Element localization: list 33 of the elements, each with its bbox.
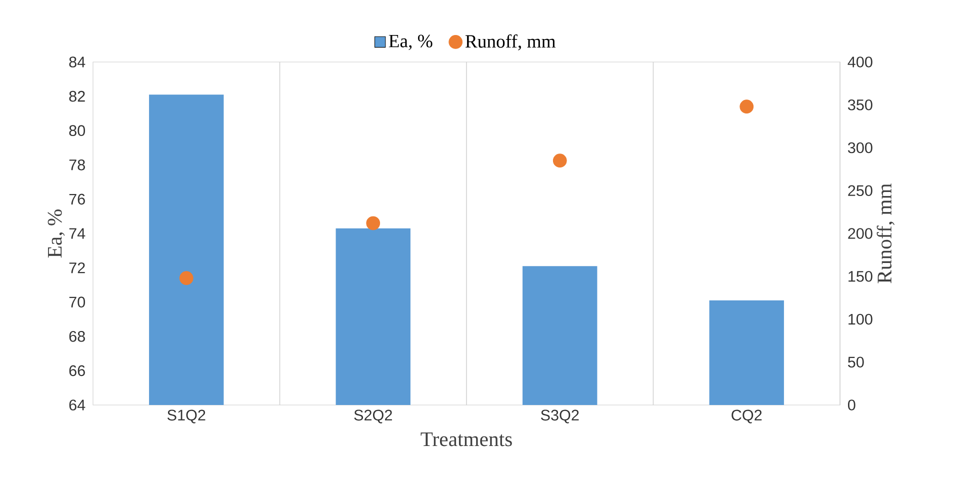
- y-tick-label: 70: [69, 296, 86, 308]
- x-tick-label: S3Q2: [540, 410, 579, 424]
- y-tick-label: 76: [69, 194, 85, 205]
- y2-tick-label: 50: [848, 356, 864, 368]
- point: [179, 271, 194, 286]
- y2-tick-label: 0: [848, 400, 856, 410]
- y2-tick-label: 150: [848, 270, 872, 282]
- point: [740, 100, 754, 114]
- x-axis-title: Treatments: [420, 432, 512, 446]
- legend-label: Ea, %: [388, 34, 432, 50]
- point: [552, 154, 567, 168]
- y-tick-label: 74: [69, 228, 86, 239]
- y2-tick-label: 250: [848, 185, 872, 196]
- y2-tick-label: 350: [848, 99, 872, 110]
- legend-label: Runoff, mm: [465, 34, 556, 50]
- x-tick-label: S1Q2: [167, 410, 206, 424]
- y2-tick-label: 100: [848, 314, 872, 325]
- x-tick-label: S2Q2: [354, 410, 392, 424]
- y2-tick-label: 200: [848, 228, 872, 239]
- y2-axis-title: Runoff, mm: [876, 184, 895, 284]
- y-tick-label: 64: [69, 400, 86, 410]
- y-tick-label: 78: [69, 159, 85, 170]
- y-tick-label: 66: [69, 365, 85, 376]
- x-tick-label: CQ2: [732, 410, 762, 424]
- point: [366, 216, 380, 230]
- y-tick-label: 72: [69, 262, 85, 274]
- y-tick-label: 82: [69, 90, 85, 102]
- y-tick-label: 68: [69, 330, 85, 342]
- y2-tick-label: 300: [848, 142, 872, 154]
- y-tick-label: 84: [69, 56, 86, 68]
- y2-tick-label: 400: [848, 56, 872, 68]
- y-axis-title: Ea, %: [48, 210, 65, 258]
- y-tick-label: 80: [69, 125, 86, 136]
